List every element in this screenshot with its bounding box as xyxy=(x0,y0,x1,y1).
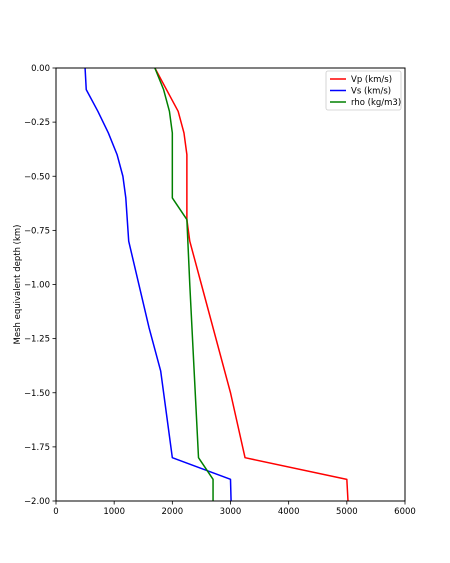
x-tick-label: 3000 xyxy=(220,507,242,517)
x-tick-label: 0 xyxy=(53,507,58,517)
series-line-vs xyxy=(84,67,232,502)
legend-box xyxy=(325,70,402,111)
y-axis-ticks: 0.00 −0.25 −0.50 −0.75 −1.00 −1.25 −1.50 −1.75 −… xyxy=(24,64,56,507)
legend-label: Vp (km/s) xyxy=(351,75,392,85)
y-tick-label: −1.25 xyxy=(24,335,50,345)
x-tick-label: 6000 xyxy=(394,507,416,517)
y-tick-label: −0.75 xyxy=(24,226,50,236)
y-tick-label: −0.50 xyxy=(24,172,50,182)
series-line-rho xyxy=(154,67,214,501)
legend: Vp (km/s) Vs (km/s)rho (kg/m3) xyxy=(325,70,402,111)
y-tick-label: −1.00 xyxy=(24,281,50,291)
series-line-vp xyxy=(154,67,349,502)
x-tick-label: 5000 xyxy=(336,507,358,517)
y-tick-label: 0.00 xyxy=(31,64,50,74)
x-axis-ticks: 0 1000 2000 3000 4000 5000 6000 xyxy=(53,501,416,517)
y-tick-label: −1.50 xyxy=(24,389,50,399)
legend-label: Vs (km/s) xyxy=(351,87,391,97)
x-tick-label: 4000 xyxy=(278,507,300,517)
y-tick-label: −1.75 xyxy=(24,443,50,453)
x-tick-label: 2000 xyxy=(162,507,184,517)
y-tick-label: −0.25 xyxy=(24,118,50,128)
plot-lines xyxy=(84,67,349,502)
x-tick-label: 1000 xyxy=(103,507,125,517)
y-axis-label: Mesh equivalent depth (km) xyxy=(13,225,23,345)
y-tick-label: −2.00 xyxy=(24,497,50,507)
legend-label: rho (kg/m3) xyxy=(351,98,401,108)
